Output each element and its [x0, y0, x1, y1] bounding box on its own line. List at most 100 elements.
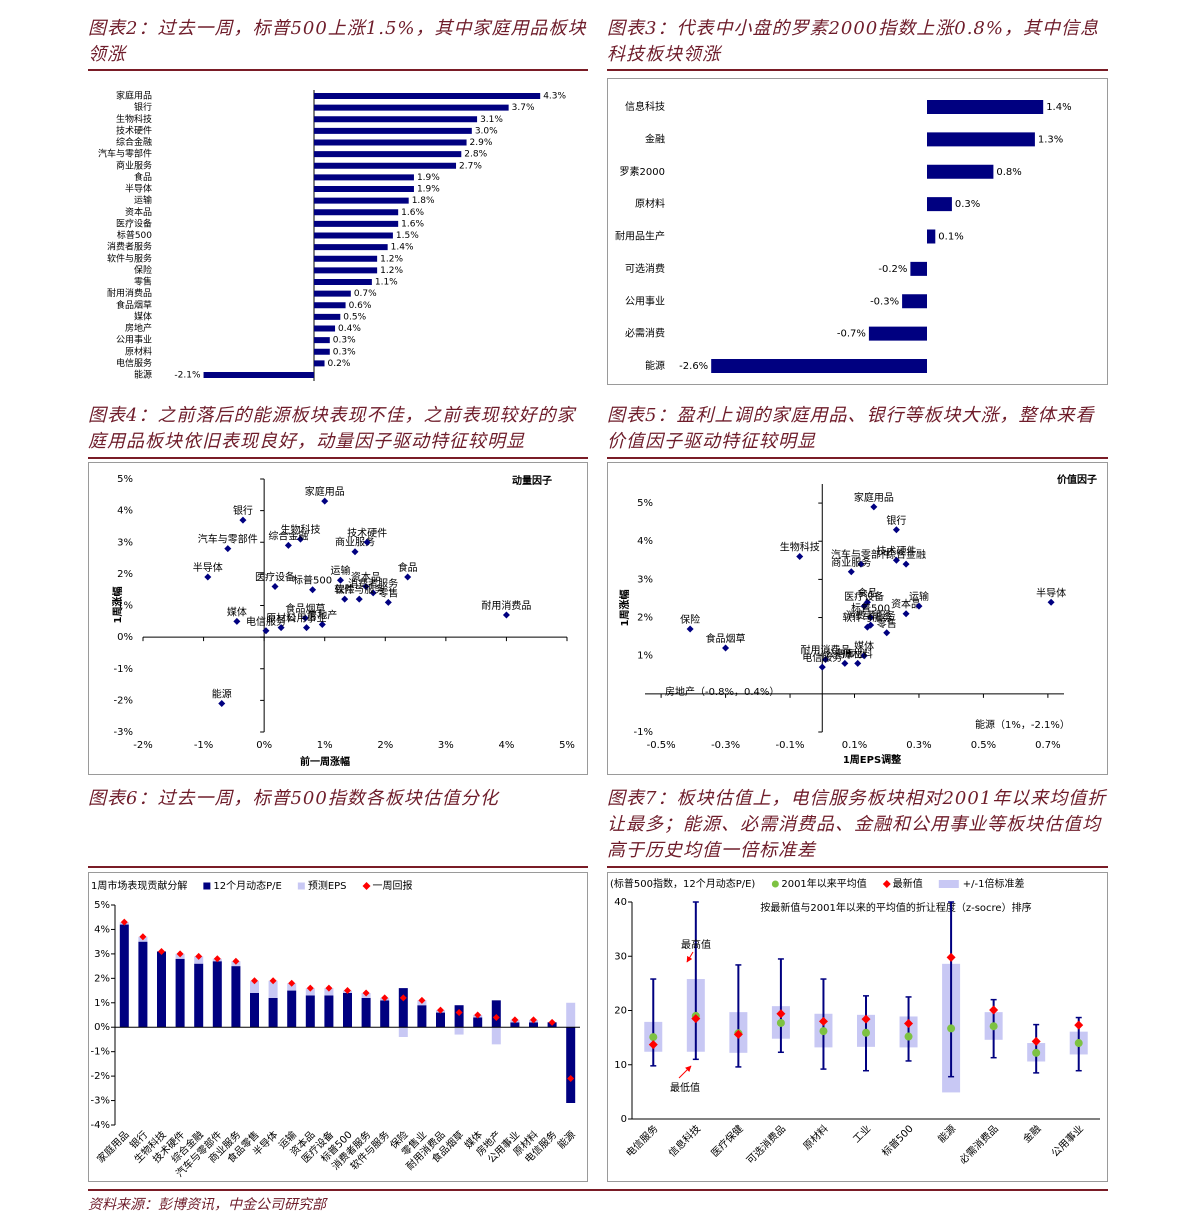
bar — [250, 980, 259, 993]
point — [120, 918, 128, 926]
bar — [510, 1022, 520, 1028]
x-tick-label: 3% — [438, 740, 454, 751]
latest-point — [904, 1019, 914, 1029]
rule — [607, 69, 1108, 71]
rule — [88, 457, 588, 459]
y-tick-label: -3% — [114, 727, 133, 738]
figure-title: 图表6：过去一周，标普500指数各板块估值分化 — [88, 788, 499, 809]
source: 资料来源：彭博资讯，中金公司研究部 — [88, 1197, 326, 1213]
point — [883, 629, 891, 637]
point-label: 银行 — [233, 504, 253, 517]
bar — [314, 267, 378, 274]
value-label: 1.5% — [396, 231, 419, 241]
point — [847, 568, 855, 576]
category-label: 房地产 — [125, 322, 152, 334]
x-tick-label: 标普500 — [879, 1122, 916, 1159]
bar — [314, 197, 409, 204]
point — [854, 659, 862, 667]
x-tick-label: 金融 — [1020, 1122, 1043, 1145]
point-label: 半导体 — [193, 561, 223, 574]
subtitle: 按最新值与2001年以来的平均值的折让程度（z-socre）排序 — [760, 901, 1031, 914]
annotation: 能源（1%，-2.1%） — [975, 718, 1070, 731]
annotation: 最高值 — [681, 938, 711, 951]
y-tick-label: 2% — [94, 973, 110, 984]
x-tick-label: 2% — [377, 740, 393, 751]
legend-swatch — [362, 882, 371, 890]
y-tick-label: 30 — [614, 951, 627, 962]
point-label: 家庭用品 — [854, 491, 894, 504]
chart: -0.5% -0.3% -0.1% 0.1% 0.3% 0.5% 0.7% -1% 1% 2% 3%… — [607, 462, 1108, 775]
mean-point — [649, 1033, 658, 1042]
category-label: 原材料 — [635, 197, 665, 210]
category-label: 食品 — [134, 171, 152, 183]
x-tick-label: 原材料 — [800, 1122, 830, 1152]
bar — [436, 1012, 445, 1028]
point-label: 生物科技 — [780, 540, 820, 553]
point — [218, 700, 226, 708]
category-label: 生物科技 — [116, 113, 152, 125]
y-tick-label: 1% — [94, 998, 110, 1009]
value-label: 0.2% — [328, 359, 351, 369]
legend-label: 12个月动态P/E — [213, 879, 281, 892]
y-tick-label: 0 — [621, 1114, 627, 1125]
value-label: -2.1% — [174, 371, 201, 381]
mean-point — [1032, 1048, 1041, 1057]
y-tick-label: 3% — [94, 949, 110, 960]
value-label: 0.5% — [343, 312, 366, 322]
figure-title: 图表3：代表中小盘的罗素2000指数上涨0.8%，其中信息科技板块领涨 — [607, 18, 1099, 65]
point — [303, 624, 311, 632]
y-tick-label: 5% — [637, 498, 653, 509]
point-label: 食品 — [857, 586, 877, 599]
bar — [119, 924, 129, 1028]
bar — [361, 997, 371, 1028]
legend-swatch — [771, 880, 779, 888]
bar — [314, 302, 346, 309]
point — [892, 526, 900, 534]
y-tick-label: -2% — [114, 695, 133, 706]
category-label: 技术硬件 — [116, 124, 152, 136]
point — [567, 1075, 575, 1083]
point-label: 汽车与零部件 — [831, 548, 891, 561]
point — [363, 538, 371, 546]
value-label: 0.4% — [338, 324, 361, 334]
point — [321, 497, 329, 505]
latest-point — [861, 1014, 871, 1024]
point — [418, 996, 426, 1004]
point — [204, 573, 212, 581]
bar — [314, 220, 399, 227]
point-label: 软件与服务 — [334, 583, 384, 596]
y-tick-label: 5% — [117, 474, 133, 485]
value-label: -0.2% — [878, 264, 907, 275]
point-label: 媒体 — [227, 606, 247, 618]
mean-point — [989, 1022, 998, 1031]
chart: 家庭用品 4.3% 银行 3.7% 生物科技 3.1% 技术硬件 3.0% 综合金融 2.9% 汽车… — [98, 90, 567, 381]
bar — [343, 993, 352, 1028]
x-tick-label: 家庭用品 — [94, 1128, 131, 1165]
point — [369, 589, 377, 597]
point — [269, 977, 277, 985]
y-tick-label: 3% — [637, 574, 653, 585]
x-tick-label: 0.3% — [906, 740, 931, 751]
figure-title: 图表7：板块估值上，电信服务板块相对2001年以来均值折让最多；能源、必需消费品… — [607, 788, 1107, 861]
x-tick-label: 医疗保健 — [708, 1122, 745, 1159]
y-axis-title: 1周涨幅 — [618, 590, 631, 627]
category-label: 汽车与零部件 — [98, 148, 152, 160]
bar — [287, 990, 297, 1028]
bar — [314, 244, 388, 251]
chart: 信息科技 1.4% 金融 1.3% 罗素2000 0.8% 原材料 0.3% 耐用品生产 0.1%… — [607, 78, 1108, 385]
bar — [454, 1005, 464, 1028]
category-label: 综合金融 — [116, 136, 152, 148]
x-tick-label: 必需消费品 — [956, 1122, 1001, 1167]
bar — [314, 348, 330, 355]
value-label: 0.1% — [938, 232, 963, 243]
point — [867, 614, 875, 622]
point-label: 原材料 — [843, 647, 873, 660]
bar — [454, 1027, 464, 1035]
point — [158, 947, 165, 955]
point-label: 电信服务 — [802, 651, 842, 664]
point — [277, 624, 285, 632]
bar — [868, 326, 927, 341]
point — [309, 586, 317, 594]
legend-label: +/-1倍标准差 — [963, 877, 1025, 890]
y-tick-label: -3% — [91, 1096, 110, 1107]
